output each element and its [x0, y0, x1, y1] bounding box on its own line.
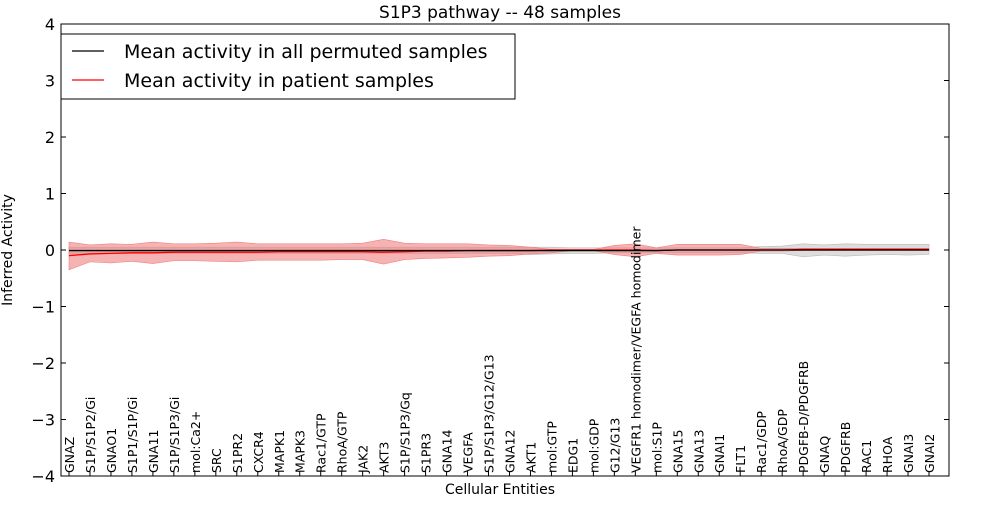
x-category-label: FLT1 — [733, 445, 748, 473]
x-category-label: RhoA/GDP — [775, 409, 790, 473]
x-category-label: GNAI3 — [901, 434, 916, 473]
x-category-label: G12/G13 — [607, 418, 622, 473]
y-tick-label: 3 — [45, 72, 55, 91]
x-category-label: mol:S1P — [649, 422, 664, 473]
x-category-label: SRC — [209, 448, 224, 473]
x-category-label: GNAO1 — [104, 428, 119, 473]
x-category-label: GNA11 — [146, 430, 161, 474]
x-category-label: Rac1/GTP — [314, 413, 329, 473]
x-category-label: S1PR2 — [230, 433, 245, 473]
x-category-label: AKT3 — [377, 442, 392, 473]
legend: Mean activity in all permuted samples Me… — [60, 33, 516, 100]
x-category-label: GNAZ — [62, 437, 77, 473]
x-category-label: S1PR3 — [419, 433, 434, 473]
x-category-label: PDGFB-D/PDGFRB — [796, 361, 811, 473]
y-tick-label: −3 — [31, 411, 55, 430]
x-category-label: Rac1/GDP — [754, 411, 769, 473]
x-category-label: RhoA/GTP — [335, 411, 350, 473]
x-axis-title: Cellular Entities — [445, 482, 555, 498]
x-category-label: GNAI1 — [712, 434, 727, 473]
x-category-label: VEGFA — [461, 432, 476, 473]
y-tick-label: −4 — [31, 467, 55, 486]
x-category-label: mol:GTP — [544, 421, 559, 473]
series-lines — [68, 248, 929, 257]
x-category-label: JAK2 — [356, 445, 371, 474]
y-tick-label: 4 — [45, 15, 55, 34]
x-category-label: S1P/S1P3/G12/G13 — [482, 354, 497, 473]
x-category-label: MAPK3 — [293, 430, 308, 473]
y-axis-title: Inferred Activity — [0, 194, 16, 306]
x-category-label: S1P1/S1P/Gi — [125, 397, 140, 473]
y-axis: −4 −3 −2 −1 0 1 2 3 4 — [31, 15, 949, 486]
x-category-label: GNAQ — [817, 436, 832, 473]
x-category-label: S1P/S1P2/Gi — [83, 397, 98, 473]
x-category-label: EDG1 — [565, 438, 580, 473]
y-tick-label: −2 — [31, 354, 55, 373]
x-axis-labels: GNAZ S1P/S1P2/Gi GNAO1 S1P1/S1P/Gi GNA11 S1P/… — [62, 226, 937, 476]
x-category-label: CXCR4 — [251, 431, 266, 473]
legend-label-permuted: Mean activity in all permuted samples — [124, 41, 487, 63]
x-category-label: mol:Ca2+ — [188, 411, 203, 473]
x-category-label: mol:GDP — [586, 418, 601, 473]
x-category-label: GNA14 — [440, 429, 455, 473]
x-category-label: AKT1 — [523, 442, 538, 473]
x-category-label: GNA13 — [691, 430, 706, 474]
y-tick-label: 2 — [45, 128, 55, 147]
line-permuted — [69, 249, 929, 252]
y-tick-label: 1 — [45, 185, 55, 204]
y-tick-label: 0 — [45, 241, 55, 260]
x-category-label: RAC1 — [859, 440, 874, 473]
x-category-label: GNA12 — [502, 430, 517, 474]
legend-frame — [60, 33, 516, 100]
x-category-label: GNA15 — [670, 430, 685, 474]
chart-title: S1P3 pathway -- 48 samples — [379, 3, 621, 23]
x-category-label: MAPK1 — [272, 430, 287, 473]
y-tick-label: −1 — [31, 298, 55, 317]
x-category-label: GNAI2 — [922, 434, 937, 473]
x-category-label: S1P/S1P3/Gi — [167, 397, 182, 473]
legend-label-patient: Mean activity in patient samples — [124, 70, 434, 92]
x-category-label: PDGFRB — [838, 422, 853, 473]
x-category-label: S1P/S1P3/Gq — [398, 392, 413, 473]
x-category-label: VEGFR1 homodimer/VEGFA homodimer — [628, 226, 643, 473]
x-category-label: RHOA — [880, 436, 895, 473]
